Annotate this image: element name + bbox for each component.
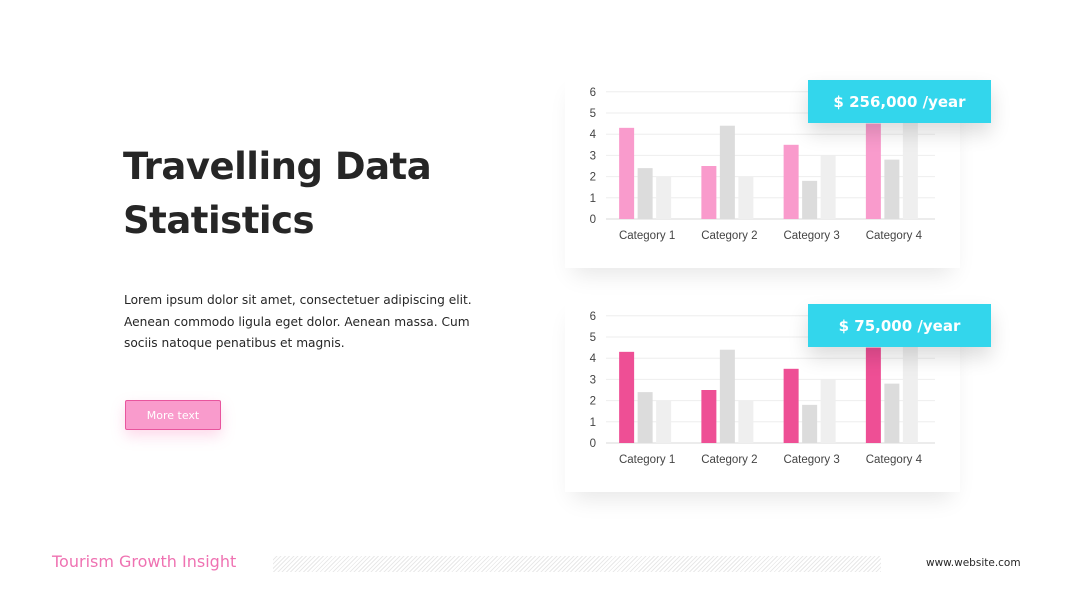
body-paragraph: Lorem ipsum dolor sit amet, consectetuer… (124, 293, 472, 350)
footer-brand: Tourism Growth Insight (52, 552, 237, 571)
bar (637, 168, 653, 219)
footer-decorative-stripe (273, 556, 881, 572)
y-tick-label: 2 (590, 172, 596, 184)
bar (637, 392, 653, 443)
bar (902, 113, 918, 219)
y-tick-label: 1 (590, 417, 596, 429)
bar (802, 404, 818, 443)
bar (619, 351, 635, 443)
y-tick-label: 6 (590, 311, 596, 323)
bar (656, 400, 672, 443)
slide-title-line-2: Statistics (123, 199, 315, 242)
bar (783, 368, 799, 443)
bar (865, 123, 881, 219)
bar (802, 180, 818, 219)
bar (884, 159, 900, 219)
bar (902, 337, 918, 443)
y-tick-label: 0 (590, 438, 596, 450)
bar (701, 166, 717, 219)
x-tick-label: Category 2 (701, 230, 757, 242)
x-tick-label: Category 4 (866, 454, 923, 466)
y-tick-label: 5 (590, 332, 596, 344)
y-tick-label: 3 (590, 374, 596, 386)
x-tick-label: Category 4 (866, 230, 923, 242)
bar (783, 144, 799, 219)
x-tick-label: Category 3 (783, 230, 839, 242)
bar (820, 155, 836, 219)
y-tick-label: 6 (590, 87, 596, 99)
y-tick-label: 4 (590, 129, 597, 141)
more-text-button[interactable]: More text (125, 400, 221, 430)
chart-card-2: 0 1 2 3 4 5 6 Category 1 Category 2 Category 3 Cat… (565, 296, 991, 492)
x-tick-label: Category 3 (783, 454, 839, 466)
revenue-badge-2: $ 75,000 /year (808, 304, 991, 347)
bar (738, 400, 754, 443)
slide-title: Travelling Data Statistics (123, 140, 483, 248)
slide-title-line-1: Travelling Data (123, 145, 432, 188)
y-tick-label: 5 (590, 108, 596, 120)
y-tick-label: 0 (590, 214, 596, 226)
x-tick-label: Category 1 (619, 454, 675, 466)
y-tick-label: 4 (590, 353, 597, 365)
bar (719, 349, 735, 443)
bar (619, 127, 635, 219)
y-tick-label: 2 (590, 396, 596, 408)
bar (884, 383, 900, 443)
bar (656, 176, 672, 219)
bar (719, 125, 735, 219)
footer-website-link[interactable]: www.website.com (926, 557, 1021, 569)
bar (738, 176, 754, 219)
bar (820, 379, 836, 443)
chart-card-1: 0 1 2 3 4 5 6 Category 1 Category 2 Category 3 Cat… (565, 72, 991, 268)
bar (865, 347, 881, 443)
bar (701, 390, 717, 443)
y-tick-label: 1 (590, 193, 596, 205)
revenue-badge-1: $ 256,000 /year (808, 80, 991, 123)
x-tick-label: Category 1 (619, 230, 675, 242)
x-tick-label: Category 2 (701, 454, 757, 466)
bar-chart-1: 0 1 2 3 4 5 6 Category 1 Category 2 Category 3 Cat… (590, 87, 935, 242)
y-tick-label: 3 (590, 150, 596, 162)
